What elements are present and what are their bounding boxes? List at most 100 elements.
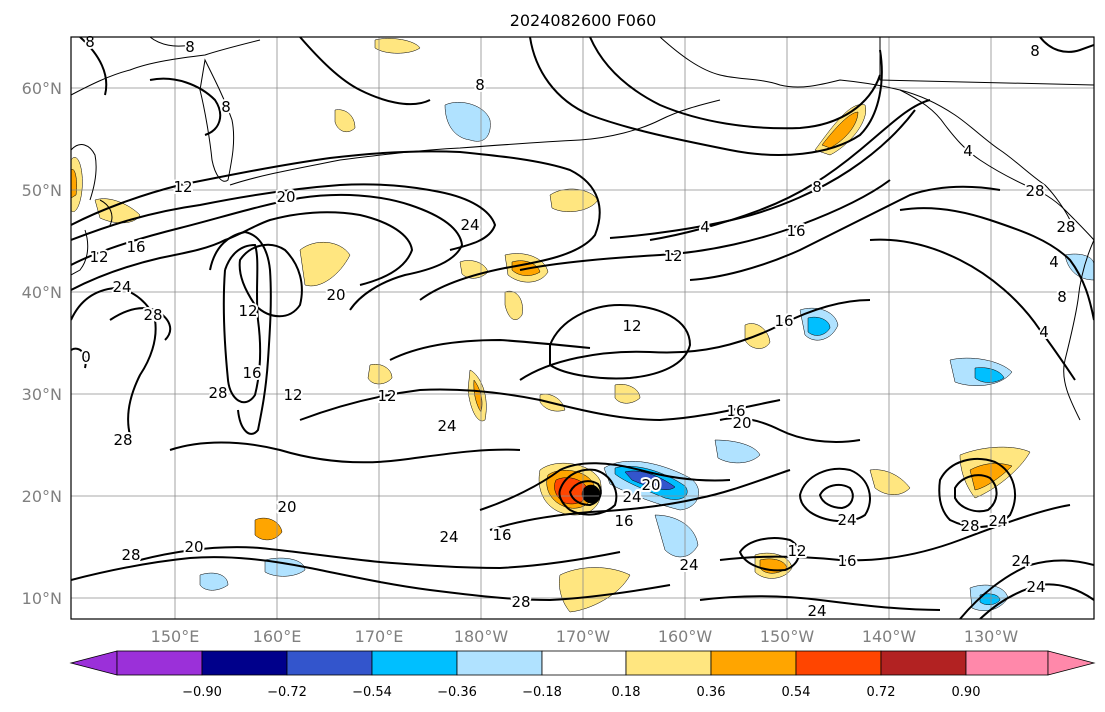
contour-12-southeast xyxy=(738,537,800,572)
contour-label: 24 xyxy=(112,278,131,296)
contour-label: 8 xyxy=(1057,288,1067,306)
contour-label: 20 xyxy=(326,286,345,304)
contour-8-ne xyxy=(1039,37,1094,53)
colorbar-segment xyxy=(965,650,1049,676)
contour-label: 12 xyxy=(787,542,806,560)
contour-label: 28 xyxy=(208,384,227,402)
contour-label: 16 xyxy=(126,238,145,256)
lat-label: 40°N xyxy=(22,283,62,302)
contours xyxy=(71,37,1094,619)
shade-orange-west-core xyxy=(71,169,77,199)
contour-16-sub xyxy=(519,299,871,381)
contour-24-east-loop xyxy=(798,467,871,523)
contour-label: 28 xyxy=(960,517,979,535)
colorbar-tick: 0.54 xyxy=(782,685,811,700)
contour-label: 20 xyxy=(184,538,203,556)
contour-label: 16 xyxy=(837,552,856,570)
colorbar-tick: −0.18 xyxy=(522,685,562,700)
contour-12-center xyxy=(519,179,891,271)
contour-24-far-east xyxy=(938,458,1016,528)
contour-label: 12 xyxy=(283,386,302,404)
contour-28-storm-core xyxy=(568,480,602,507)
lat-label: 30°N xyxy=(22,385,62,404)
lon-label: 150°E xyxy=(151,627,200,646)
lat-label: 20°N xyxy=(22,487,62,506)
colorbar-tick: −0.72 xyxy=(267,685,307,700)
shade-blue-north xyxy=(444,102,491,142)
contour-16-north xyxy=(71,183,497,251)
contour-label: 16 xyxy=(242,364,261,382)
contour-16-loop-b xyxy=(222,243,262,404)
lon-label: 160°W xyxy=(658,627,713,646)
colorbar-segment xyxy=(625,650,712,676)
contour-label: 8 xyxy=(1030,42,1040,60)
contour-label: 24 xyxy=(807,602,826,620)
contour-label: 12 xyxy=(622,317,641,335)
contour-8-nw-2 xyxy=(149,77,222,136)
map-area xyxy=(71,37,1094,619)
contour-24-south xyxy=(139,546,621,570)
colorbar-segment xyxy=(795,650,882,676)
map-background xyxy=(71,37,1094,619)
colorbar-segment xyxy=(456,650,543,676)
contour-28-southeast xyxy=(979,583,1094,619)
contour-label: 24 xyxy=(437,417,456,435)
colorbar-segment xyxy=(201,650,288,676)
colorbar-extend-high xyxy=(1047,650,1096,676)
contour-label: 24 xyxy=(622,488,641,506)
lon-label: 170°W xyxy=(556,627,611,646)
contour-label: 8 xyxy=(812,178,822,196)
colorbar-tick: 0.18 xyxy=(612,685,641,700)
contour-28-west-2 xyxy=(109,307,172,341)
contour-label: 20 xyxy=(641,476,660,494)
contour-20-stubs xyxy=(719,417,861,443)
contour-label: 16 xyxy=(774,312,793,330)
colorbar-segment xyxy=(880,650,967,676)
contour-label: 28 xyxy=(511,593,530,611)
contour-label: 24 xyxy=(679,556,698,574)
colorbar-extend-low xyxy=(69,650,118,676)
contour-label: 16 xyxy=(492,526,511,544)
contour-label: 4 xyxy=(963,142,973,160)
contour-4-east xyxy=(869,238,1076,381)
colorbar-tick: 0.36 xyxy=(697,685,726,700)
contour-24-southeast xyxy=(699,595,941,611)
colorbar-segment xyxy=(541,650,627,676)
colorbar-tick: −0.90 xyxy=(182,685,222,700)
lat-label: 50°N xyxy=(22,181,62,200)
contour-label: 28 xyxy=(143,306,162,324)
contour-24-southeast-2 xyxy=(959,559,1094,619)
contour-label: 4 xyxy=(1039,323,1049,341)
contour-label: 8 xyxy=(85,33,95,51)
contour-label: 8 xyxy=(185,38,195,56)
contour-label: 20 xyxy=(732,414,751,432)
coastline-siberia xyxy=(71,37,261,96)
contour-label: 8 xyxy=(475,76,485,94)
shade-blue-1-core xyxy=(807,316,831,336)
contour-12-sub xyxy=(549,303,692,380)
shade-orange-alaska-core xyxy=(821,111,859,149)
contour-label: 16 xyxy=(786,222,805,240)
lon-label: 160°E xyxy=(253,627,302,646)
colorbar-segment xyxy=(371,650,458,676)
contour-label: 28 xyxy=(1025,182,1044,200)
contour-label: 4 xyxy=(1049,253,1059,271)
contour-24-sub xyxy=(299,388,781,422)
lat-axis: 10°N 20°N 30°N 40°N 50°N 60°N xyxy=(22,79,62,608)
contour-label: 24 xyxy=(439,528,458,546)
colorbar-tick: −0.36 xyxy=(437,685,477,700)
contour-20-storm xyxy=(479,462,731,511)
contour-12-north xyxy=(71,150,601,301)
contour-16-storm xyxy=(489,469,791,531)
lon-axis: 150°E 160°E 170°E 180°W 170°W 160°W 150°… xyxy=(151,627,1019,646)
contour-20-east-loop xyxy=(818,483,854,510)
contour-12-nw-spiral xyxy=(299,37,431,106)
contour-label: 12 xyxy=(173,178,192,196)
colorbar-segment xyxy=(116,650,203,676)
coastline-alaska xyxy=(659,37,1071,221)
contour-20-loop-c xyxy=(209,230,272,435)
contour-4-mid xyxy=(609,109,916,239)
colorbar-ticks: −0.90 −0.72 −0.54 −0.36 −0.18 0.18 0.36 … xyxy=(182,685,980,700)
contour-0-west xyxy=(71,347,87,369)
shade-orange-18 xyxy=(374,38,421,54)
